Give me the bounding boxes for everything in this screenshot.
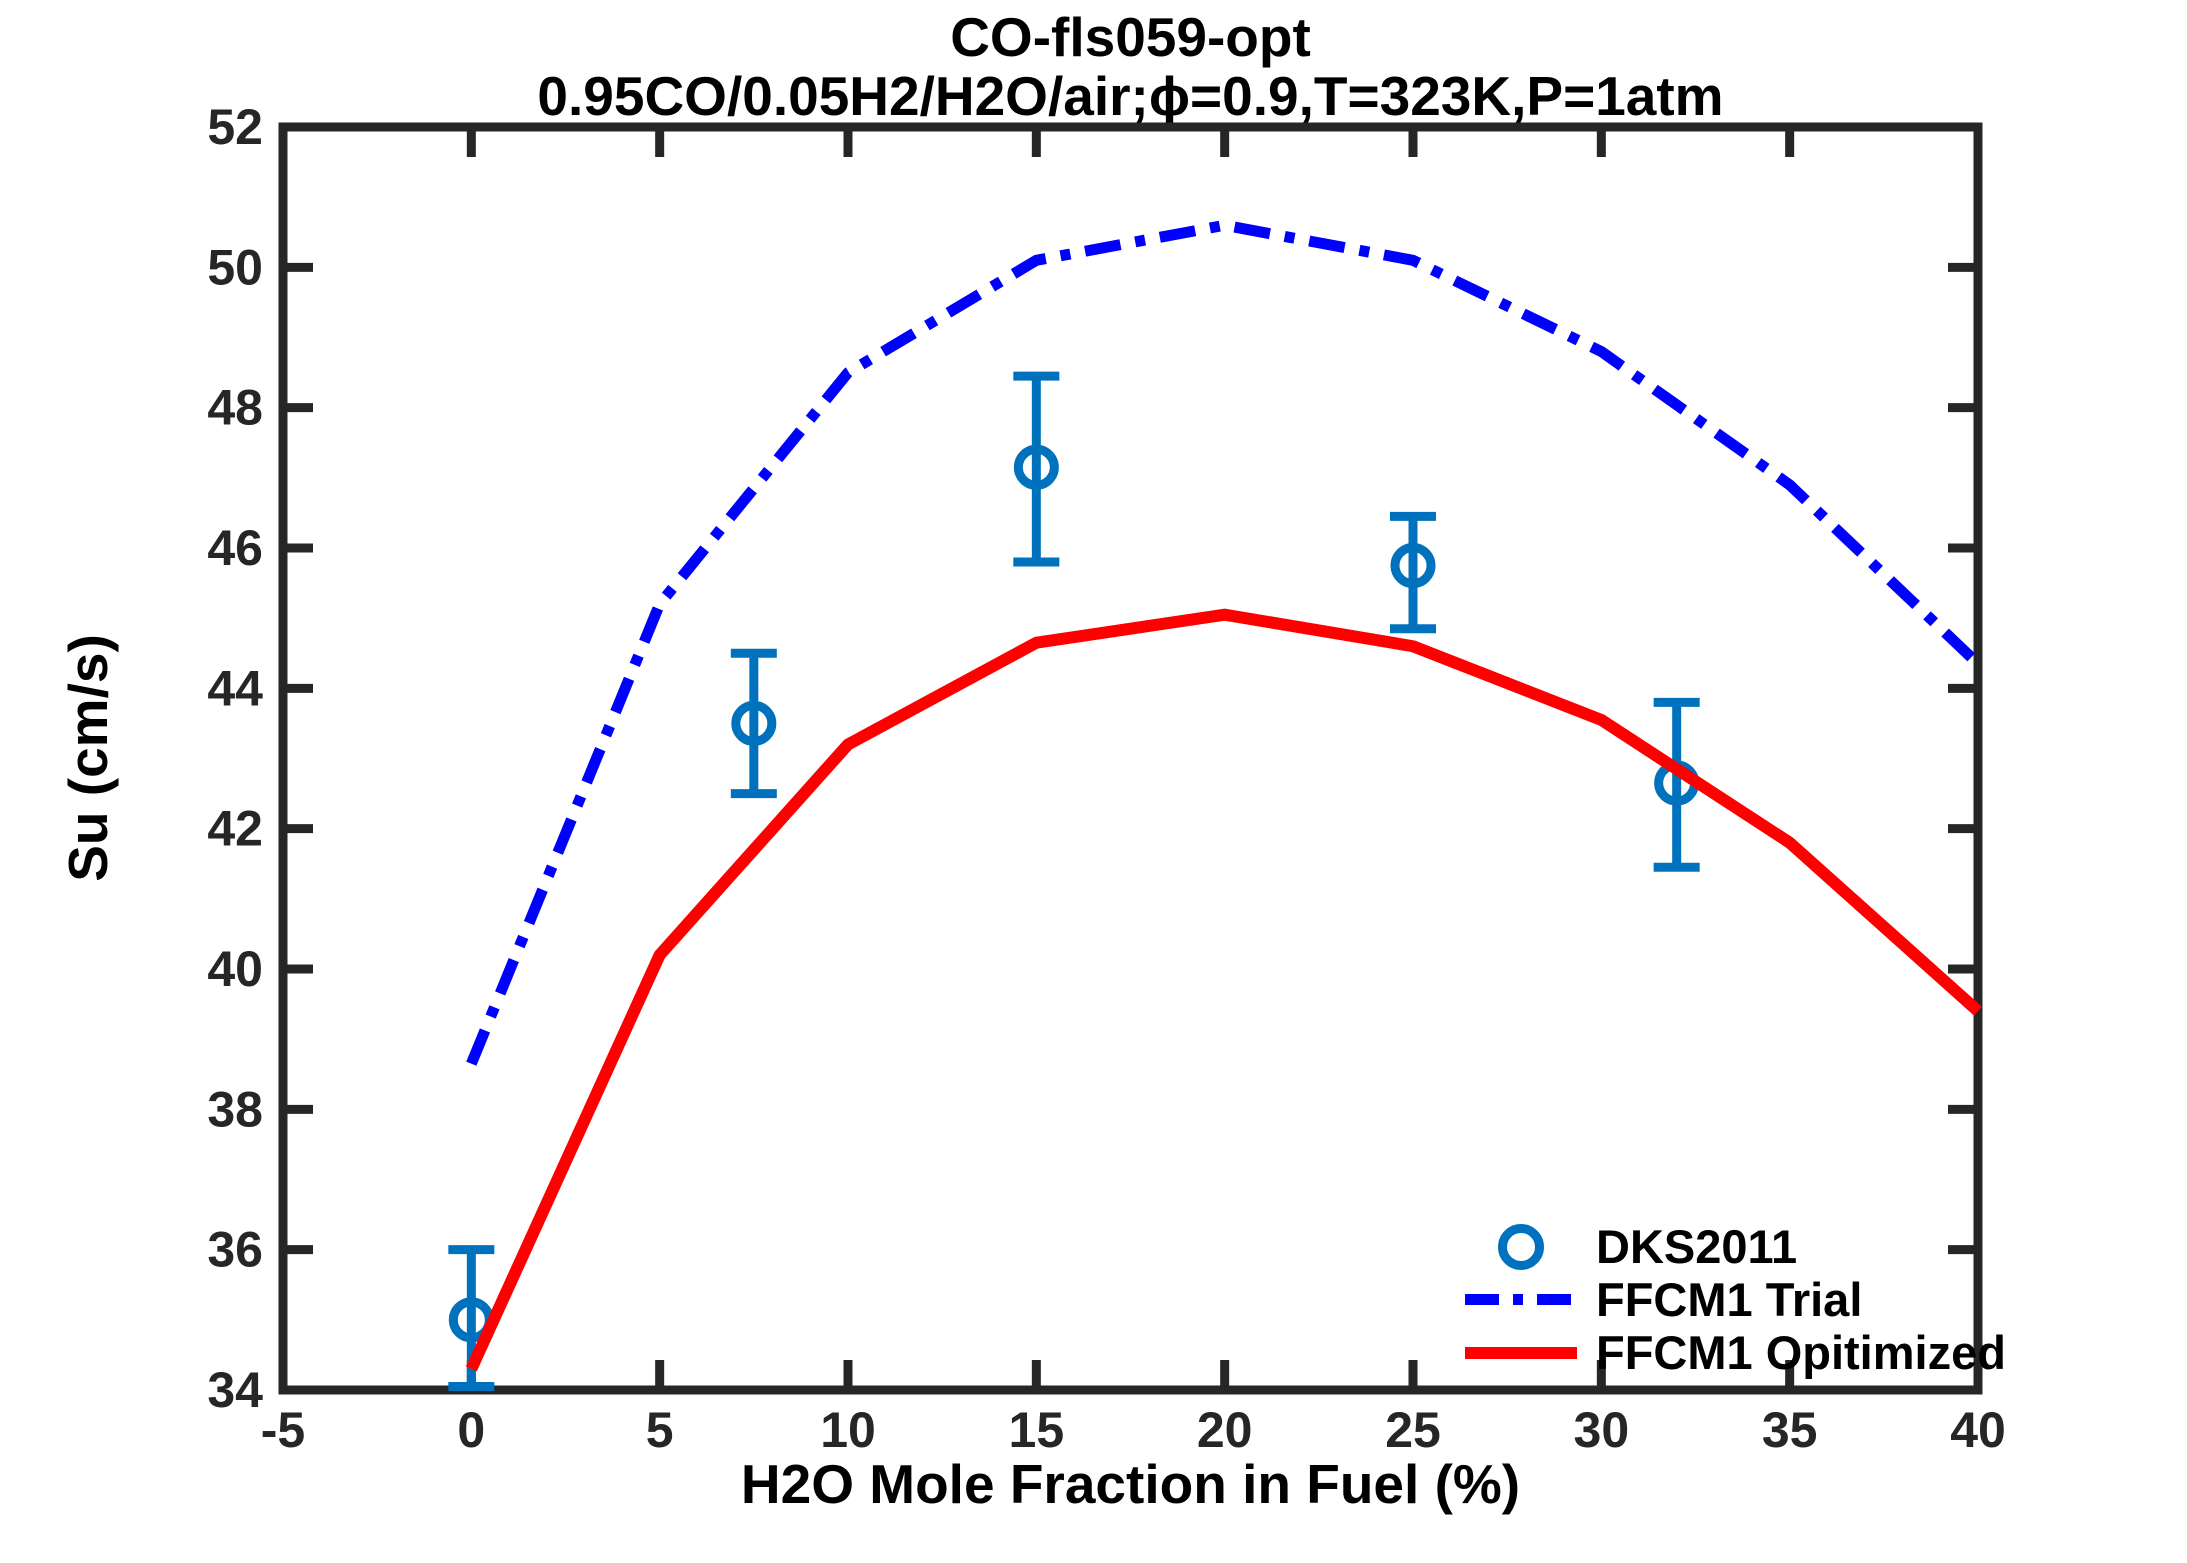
x-tick-label: 40 <box>1950 1402 2006 1458</box>
y-axis-label: Su (cm/s) <box>57 634 119 882</box>
y-tick-label: 42 <box>207 801 263 857</box>
chart-title-block: CO-fls059-opt 0.95CO/0.05H2/H2O/air;ϕ=0.… <box>283 8 1978 126</box>
y-tick-label: 36 <box>207 1222 263 1278</box>
legend-icon-cell <box>1462 1346 1580 1359</box>
chart-subtitle: 0.95CO/0.05H2/H2O/air;ϕ=0.9,T=323K,P=1at… <box>537 65 1724 127</box>
legend-icon-cell <box>1462 1223 1580 1270</box>
legend-line-dashdot <box>1465 1294 1577 1305</box>
x-tick-label: 15 <box>1009 1402 1065 1458</box>
legend-item-ffcm1-opitimized: FFCM1 Opitimized <box>1462 1326 2006 1379</box>
y-tick-label: 50 <box>207 239 263 295</box>
legend-label-dks2011: DKS2011 <box>1596 1220 1798 1273</box>
dks2011-marker <box>1390 543 1436 589</box>
x-tick-label: 35 <box>1762 1402 1818 1458</box>
x-tick-label: -5 <box>261 1402 305 1458</box>
chart-title: CO-fls059-opt <box>950 6 1311 68</box>
x-tick-label: 20 <box>1197 1402 1253 1458</box>
ffcm1-trial-line <box>466 219 1982 1066</box>
legend-marker-circle <box>1498 1223 1544 1270</box>
y-tick-label: 48 <box>207 380 263 436</box>
x-tick-label: 5 <box>646 1402 674 1458</box>
y-tick-label: 44 <box>207 660 263 716</box>
legend-line-solid <box>1465 1346 1577 1359</box>
y-tick-label: 40 <box>207 941 263 997</box>
legend-label-ffcm1-trial: FFCM1 Trial <box>1596 1273 1863 1326</box>
legend-item-dks2011: DKS2011 <box>1462 1220 2006 1273</box>
legend-icon-cell <box>1462 1294 1580 1305</box>
legend: DKS2011 FFCM1 Trial FFCM1 Opitimized <box>1462 1220 2006 1379</box>
dks2011-marker <box>1013 444 1059 490</box>
y-tick-label: 34 <box>207 1362 263 1418</box>
legend-item-ffcm1-trial: FFCM1 Trial <box>1462 1273 2006 1326</box>
y-tick-label: 46 <box>207 520 263 576</box>
x-tick-label: 25 <box>1385 1402 1441 1458</box>
x-axis-label: H2O Mole Fraction in Fuel (%) <box>740 1453 1521 1515</box>
x-tick-label: 0 <box>457 1402 485 1458</box>
x-tick-label: 10 <box>820 1402 876 1458</box>
ffcm1-opitimized-line <box>465 608 1982 1372</box>
x-tick-label: 30 <box>1574 1402 1630 1458</box>
y-tick-label: 38 <box>207 1081 263 1137</box>
y-tick-label: 52 <box>207 99 263 155</box>
plot-frame <box>278 122 1983 1395</box>
legend-label-ffcm1-opitimized: FFCM1 Opitimized <box>1596 1326 2006 1379</box>
dks2011-marker <box>731 700 777 746</box>
